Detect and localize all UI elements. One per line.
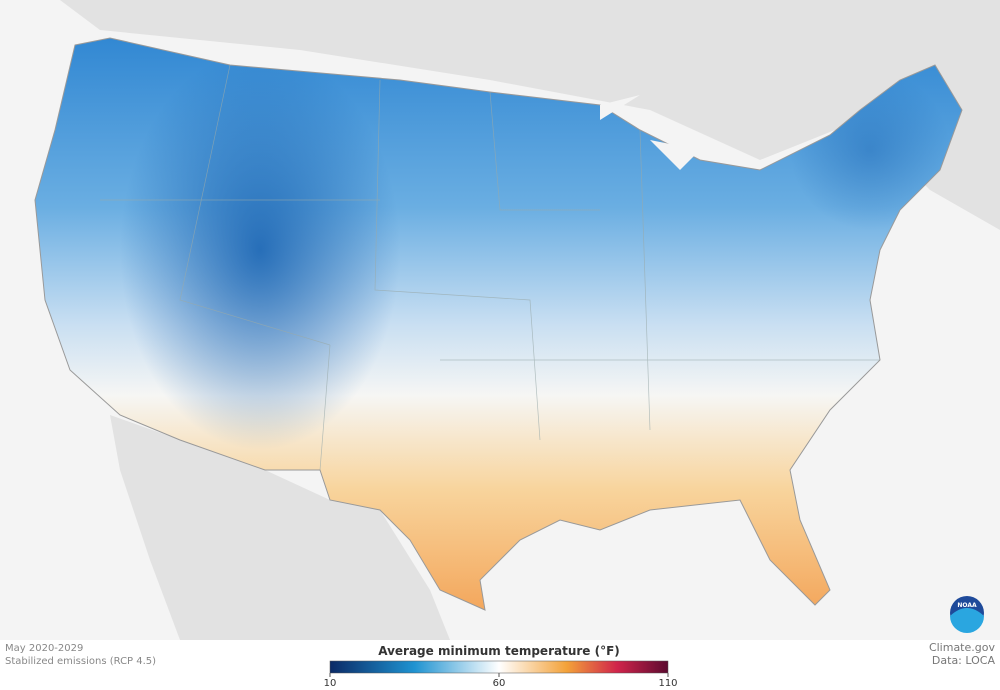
mexico xyxy=(110,415,450,640)
canada xyxy=(0,0,1000,230)
logo-text: NOAA xyxy=(957,602,977,609)
color-bar xyxy=(329,660,669,674)
legend-tick-label: 60 xyxy=(493,678,506,689)
great-lakes xyxy=(600,95,700,170)
legend-tick-label: 110 xyxy=(658,678,677,689)
legend-tick-label: 10 xyxy=(324,678,337,689)
legend-title: Average minimum temperature (°F) xyxy=(378,644,620,658)
period: May 2020-2029 xyxy=(5,643,83,654)
source-credit: Climate.gov xyxy=(929,641,996,654)
data-credit: Data: LOCA xyxy=(932,654,996,667)
scenario: Stabilized emissions (RCP 4.5) xyxy=(5,656,156,667)
